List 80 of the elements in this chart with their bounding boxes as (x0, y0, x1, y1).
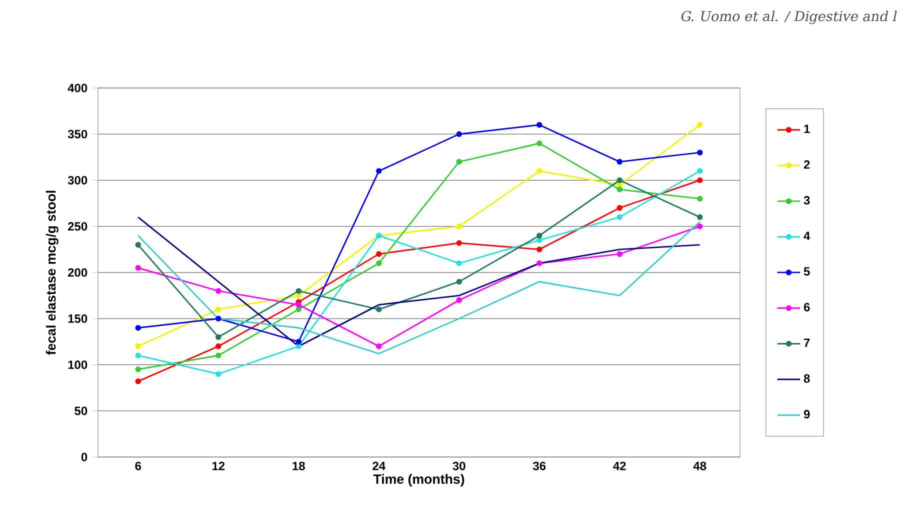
x-axis-title: Time (months) (373, 474, 464, 486)
point (376, 168, 382, 174)
point (216, 352, 222, 358)
point (135, 378, 141, 384)
point (697, 214, 703, 220)
y-tick-label: 150 (68, 314, 88, 323)
legend-label: 8 (804, 374, 810, 383)
point (697, 224, 703, 230)
point (616, 158, 622, 165)
point (536, 140, 542, 146)
point (536, 237, 542, 244)
x-tick-label: 12 (212, 462, 225, 470)
point (697, 177, 703, 184)
point (536, 260, 542, 266)
point (536, 122, 542, 128)
legend-label: 1 (804, 124, 810, 133)
point (216, 316, 222, 322)
y-axis-title: fecal elastase mcg/g stool (46, 190, 58, 355)
y-tick-label: 350 (68, 130, 88, 138)
y-tick-label: 0 (81, 452, 88, 462)
point (376, 343, 382, 350)
point (135, 352, 141, 358)
point (296, 338, 302, 345)
point (536, 232, 542, 238)
point (536, 246, 542, 252)
point (216, 288, 222, 294)
point (135, 366, 141, 372)
point (135, 324, 141, 331)
point (616, 214, 622, 220)
point (456, 240, 462, 246)
x-tick-label: 30 (452, 462, 466, 470)
point (376, 251, 382, 257)
point (697, 122, 703, 128)
y-tick-label: 50 (74, 406, 88, 416)
legend-label: 3 (804, 196, 810, 205)
x-tick-label: 18 (292, 462, 305, 470)
point (456, 260, 462, 266)
point (135, 343, 141, 350)
point (456, 297, 462, 304)
point (296, 306, 302, 312)
point (296, 302, 302, 308)
point (697, 168, 703, 174)
point (376, 260, 382, 266)
legend-label: 5 (804, 267, 810, 276)
text: G. Uomo et al. / Digestive and l (681, 10, 897, 24)
point (216, 343, 222, 350)
point (616, 177, 622, 184)
legend-label: 2 (804, 160, 810, 169)
point (616, 251, 622, 257)
point (135, 242, 141, 248)
point (135, 265, 141, 271)
legend-label: 9 (804, 410, 810, 418)
point (296, 288, 302, 294)
y-tick-label: 300 (68, 176, 88, 184)
x-tick-label: 48 (693, 462, 706, 470)
y-tick-label: 200 (68, 268, 88, 277)
point (697, 150, 703, 156)
x-tick-label: 24 (372, 462, 386, 470)
y-tick-label: 250 (68, 222, 88, 231)
point (616, 186, 622, 192)
point (216, 334, 222, 340)
point (216, 306, 222, 312)
point (697, 196, 703, 202)
point (456, 278, 462, 285)
point (296, 292, 302, 298)
legend-label: 4 (804, 232, 810, 240)
point (456, 131, 462, 137)
x-tick-label: 42 (613, 462, 626, 470)
x-tick-label: 36 (532, 462, 546, 470)
point (616, 205, 622, 211)
y-tick-label: 400 (68, 84, 88, 92)
point (376, 306, 382, 312)
legend-label: 6 (804, 302, 810, 312)
point (456, 158, 462, 165)
x-tick-label: 6 (135, 462, 142, 470)
legend-label: 7 (804, 338, 810, 347)
point (216, 371, 222, 377)
y-tick-label: 100 (68, 360, 88, 370)
point (456, 224, 462, 230)
point (536, 168, 542, 174)
